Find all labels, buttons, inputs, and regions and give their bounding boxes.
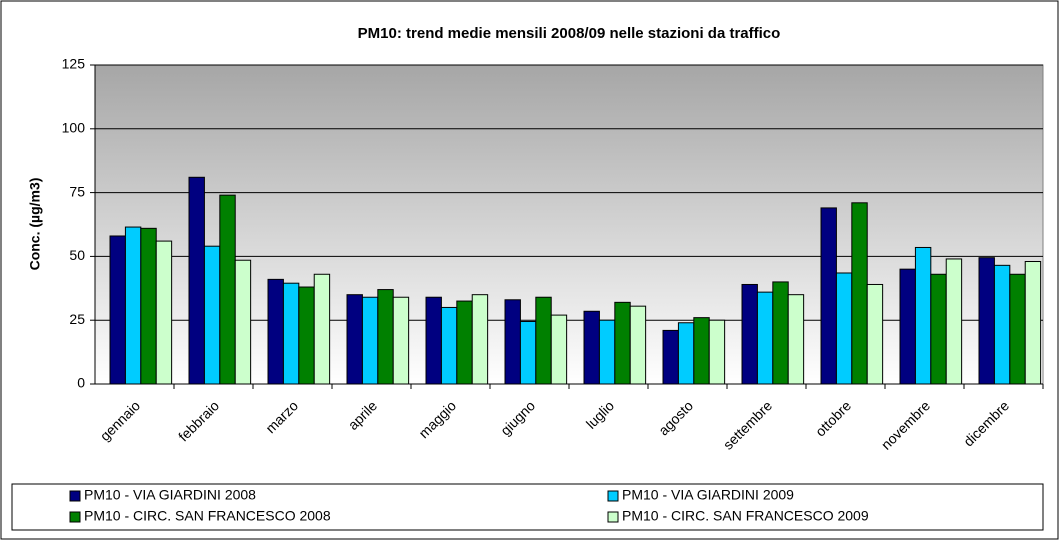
y-tick-label: 125 <box>62 56 86 72</box>
bar <box>1009 273 1026 385</box>
bar <box>313 273 331 385</box>
bar <box>741 283 758 385</box>
y-tick-label: 50 <box>69 247 85 263</box>
bar <box>629 305 647 385</box>
bar <box>124 226 142 385</box>
bar <box>267 278 284 385</box>
bar <box>109 235 126 385</box>
y-tick-label: 0 <box>77 375 85 391</box>
bar <box>930 273 947 385</box>
bar <box>392 296 410 385</box>
legend-label: PM10 - CIRC. SAN FRANCESCO 2009 <box>622 508 869 524</box>
legend-label: PM10 - VIA GIARDINI 2009 <box>622 487 794 503</box>
bar <box>188 176 205 385</box>
bar <box>772 281 789 385</box>
y-tick-label: 25 <box>69 311 85 327</box>
bar <box>282 282 300 385</box>
bar <box>219 194 236 385</box>
legend <box>11 483 1044 531</box>
y-tick-label: 75 <box>69 183 85 199</box>
bar <box>155 240 173 385</box>
bar <box>598 319 616 385</box>
bar <box>346 294 363 385</box>
plot-area <box>94 64 1044 385</box>
bar <box>583 310 600 385</box>
bar <box>899 268 916 385</box>
bar <box>835 272 853 385</box>
bar <box>1024 261 1042 385</box>
legend-swatch <box>69 511 81 523</box>
legend-label: PM10 - CIRC. SAN FRANCESCO 2008 <box>84 508 331 524</box>
bar <box>140 227 157 385</box>
bar <box>945 258 963 385</box>
bar <box>203 245 221 385</box>
bar <box>361 296 379 385</box>
legend-swatch <box>69 490 81 502</box>
legend-label: PM10 - VIA GIARDINI 2008 <box>84 487 256 503</box>
bar <box>550 314 568 385</box>
chart-title: PM10: trend medie mensili 2008/09 nelle … <box>358 25 781 42</box>
bar <box>662 329 679 385</box>
bar <box>851 202 868 385</box>
bar <box>978 257 995 385</box>
bar <box>677 322 695 385</box>
y-axis-label: Conc. (µg/m3) <box>27 178 43 271</box>
bar <box>471 294 489 385</box>
bar <box>377 289 394 385</box>
y-tick-label: 100 <box>62 120 86 136</box>
bar <box>425 296 442 385</box>
bar <box>614 301 631 385</box>
bar <box>456 300 473 385</box>
bar <box>519 320 537 385</box>
bar <box>866 283 884 385</box>
bar <box>504 299 521 385</box>
bar <box>993 264 1011 385</box>
bar <box>535 296 552 385</box>
bar <box>708 319 726 385</box>
bar <box>820 207 837 385</box>
bar <box>756 291 774 385</box>
bar <box>914 246 932 385</box>
bar <box>693 317 710 385</box>
legend-swatch <box>607 490 619 502</box>
legend-swatch <box>607 511 619 523</box>
bar <box>787 294 805 385</box>
bar <box>234 259 252 385</box>
bar <box>440 306 458 385</box>
bar <box>298 286 315 385</box>
